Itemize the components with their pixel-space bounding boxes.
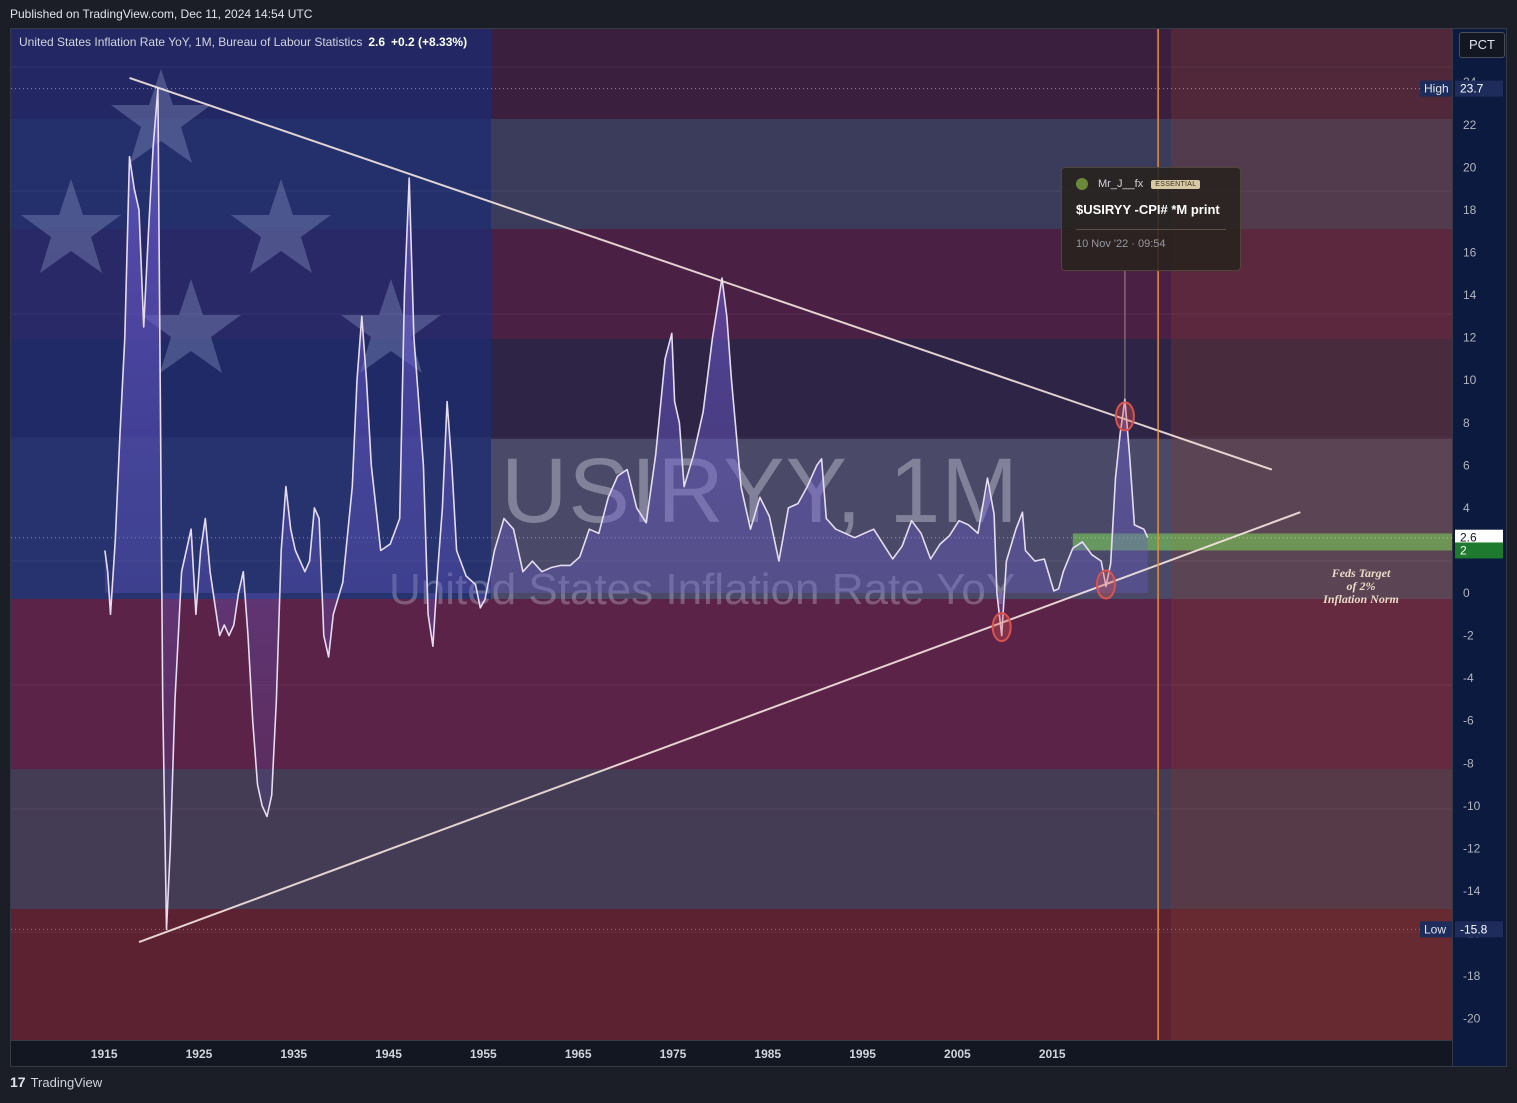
high-label: High [1424, 82, 1449, 96]
x-tick-label: 1945 [375, 1047, 402, 1061]
y-tick-label: 18 [1463, 203, 1477, 217]
trendline-1 [129, 77, 1273, 471]
trendline-2 [138, 511, 1301, 944]
published-text: Published on TradingView.com, Dec 11, 20… [10, 7, 313, 21]
y-tick-label: 8 [1463, 416, 1470, 430]
x-tick-label: 2015 [1039, 1047, 1066, 1061]
low-value-tag: -15.8 [1460, 922, 1488, 936]
x-tick-label: 1955 [470, 1047, 497, 1061]
y-tick-label: 0 [1463, 586, 1470, 600]
y-tick-label: -8 [1463, 756, 1474, 770]
y-tick-label: 14 [1463, 288, 1477, 302]
y-tick-label: -2 [1463, 629, 1474, 643]
x-tick-label: 1965 [565, 1047, 592, 1061]
series-legend[interactable]: United States Inflation Rate YoY, 1M, Bu… [19, 35, 467, 49]
legend-description: United States Inflation Rate YoY, 1M, Bu… [19, 35, 363, 49]
target-value-tag: 2 [1460, 543, 1467, 557]
x-tick-label: 1985 [754, 1047, 781, 1061]
price-axis[interactable]: 26242220181614121086420-2-4-6-8-10-12-14… [1452, 29, 1506, 1066]
idea-date: 10 Nov '22 · 09:54 [1076, 238, 1166, 250]
scale-pct-button[interactable]: PCT [1459, 32, 1505, 58]
idea-title[interactable]: $USIRYY -CPI# *M print [1076, 202, 1220, 217]
chart-svg: High Low [11, 29, 1452, 1040]
highlight-circle-3 [1095, 569, 1116, 600]
y-tick-label: -6 [1463, 714, 1474, 728]
legend-last-value: 2.6 [368, 35, 386, 49]
series-line [104, 87, 1149, 931]
annotation-line-2: of 2% [1346, 579, 1376, 593]
annotation-line-1: Feds Target [1331, 566, 1391, 580]
annotation-line-3: Inflation Norm [1323, 592, 1399, 606]
y-tick-label: -14 [1463, 884, 1481, 898]
y-tick-label: -4 [1463, 671, 1474, 685]
x-tick-label: 1915 [91, 1047, 118, 1061]
y-tick-label: -18 [1463, 969, 1481, 983]
chart-frame: USIRYY, 1M United States Inflation Rate … [10, 28, 1507, 1067]
series-area [104, 88, 1148, 930]
x-tick-label: 1935 [280, 1047, 307, 1061]
time-axis-svg: 1915 1925 1935 1945 1955 1965 1975 1985 1995 2005… [91, 1047, 1066, 1061]
y-tick-label: 16 [1463, 245, 1477, 259]
highlight-circle-1 [1114, 401, 1135, 432]
x-tick-label: 1925 [186, 1047, 213, 1061]
low-label: Low [1424, 922, 1446, 936]
published-banner: Published on TradingView.com, Dec 11, 20… [0, 0, 1517, 28]
y-tick-label: 6 [1463, 458, 1470, 472]
y-tick-label: 20 [1463, 160, 1477, 174]
y-tick-label: 4 [1463, 501, 1470, 515]
tradingview-logo-icon: 17 [10, 1074, 26, 1090]
y-tick-label: -12 [1463, 841, 1481, 855]
idea-card[interactable]: Mr_J__fx ESSENTIAL $USIRYY -CPI# *M prin… [1061, 167, 1241, 271]
last-value-tag: 2.6 [1460, 531, 1477, 545]
last-value-tag-bg [1455, 529, 1503, 546]
idea-divider [1076, 229, 1226, 230]
footer-brand[interactable]: 17 TradingView [10, 1074, 102, 1090]
price-axis-svg: 26242220181614121086420-2-4-6-8-10-12-14… [1455, 33, 1503, 1026]
idea-author[interactable]: Mr_J__fx [1098, 178, 1144, 190]
idea-author-row: Mr_J__fx ESSENTIAL [1076, 178, 1226, 190]
time-axis[interactable]: 1915 1925 1935 1945 1955 1965 1975 1985 1995 2005… [11, 1040, 1452, 1066]
low-value-tag-bg [1455, 921, 1503, 938]
x-tick-label: 1975 [660, 1047, 687, 1061]
y-tick-label: -20 [1463, 1012, 1481, 1026]
target-value-tag-bg [1455, 542, 1503, 559]
plot-area[interactable]: USIRYY, 1M United States Inflation Rate … [11, 29, 1452, 1040]
legend-change: +0.2 (+8.33%) [391, 35, 468, 49]
avatar [1076, 178, 1088, 190]
low-label-bg [1420, 921, 1452, 938]
x-tick-label: 1995 [849, 1047, 876, 1061]
y-tick-label: 22 [1463, 118, 1477, 132]
essential-badge: ESSENTIAL [1151, 179, 1201, 189]
x-tick-label: 2005 [944, 1047, 971, 1061]
high-value-tag-bg [1455, 80, 1503, 97]
high-label-bg [1420, 80, 1452, 97]
y-tick-label: 12 [1463, 331, 1477, 345]
highlight-circle-2 [991, 612, 1012, 643]
feds-target-annotation: Feds Target of 2% Inflation Norm [1311, 567, 1411, 606]
brand-name: TradingView [30, 1074, 103, 1090]
y-tick-label: 10 [1463, 373, 1477, 387]
high-value-tag: 23.7 [1460, 82, 1484, 96]
y-tick-label: -10 [1463, 799, 1481, 813]
